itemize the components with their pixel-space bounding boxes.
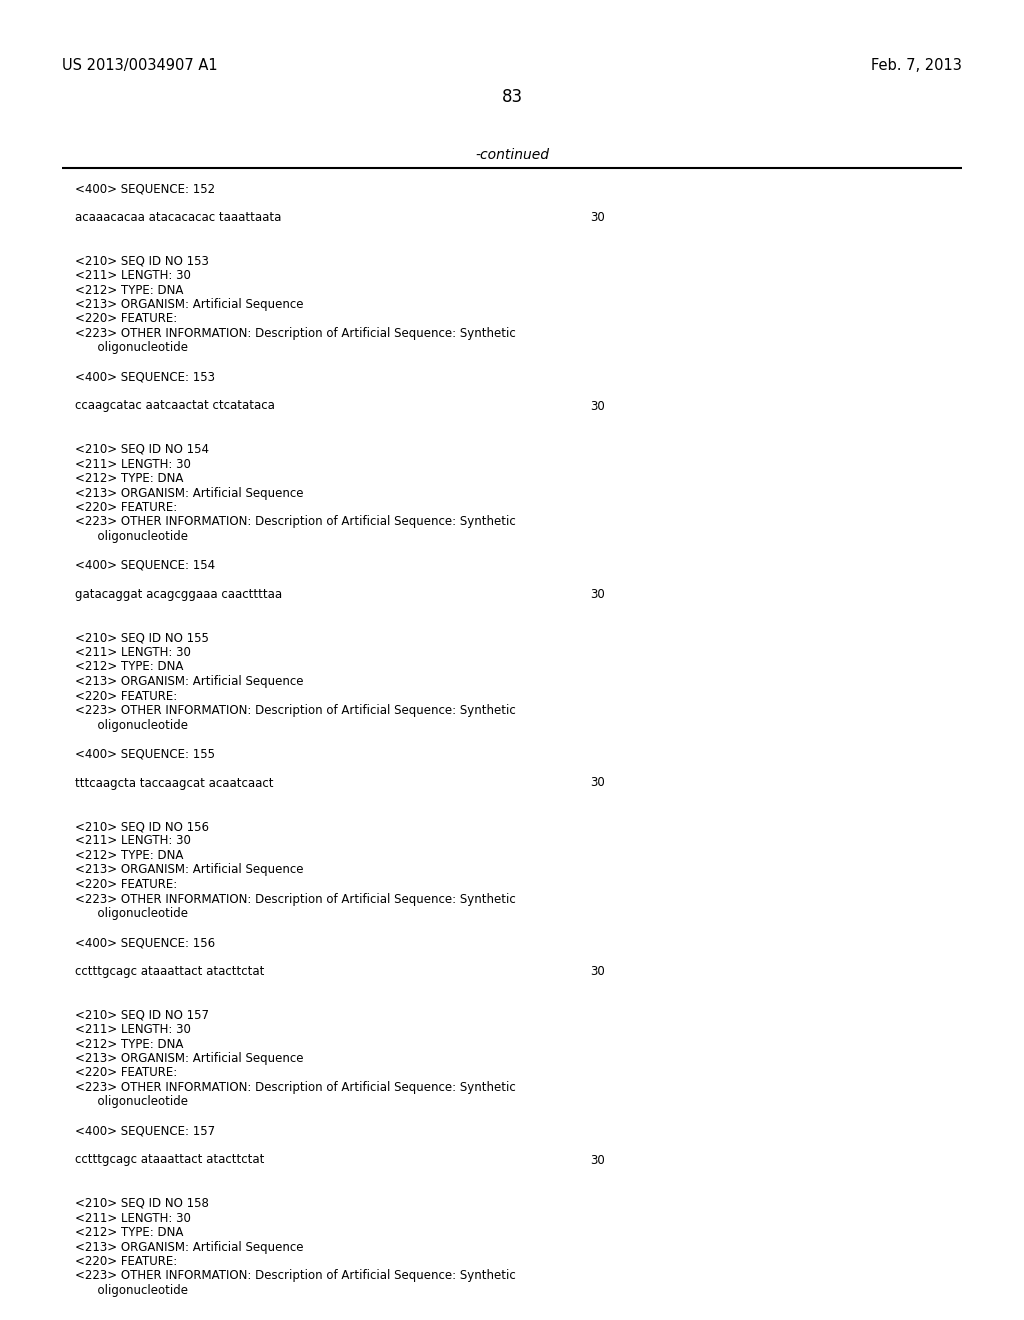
Text: <220> FEATURE:: <220> FEATURE: bbox=[75, 502, 177, 513]
Text: <211> LENGTH: 30: <211> LENGTH: 30 bbox=[75, 645, 190, 659]
Text: oligonucleotide: oligonucleotide bbox=[75, 342, 188, 355]
Text: <210> SEQ ID NO 155: <210> SEQ ID NO 155 bbox=[75, 631, 209, 644]
Text: oligonucleotide: oligonucleotide bbox=[75, 531, 188, 543]
Text: <400> SEQUENCE: 155: <400> SEQUENCE: 155 bbox=[75, 747, 215, 760]
Text: <210> SEQ ID NO 158: <210> SEQ ID NO 158 bbox=[75, 1197, 209, 1210]
Text: <213> ORGANISM: Artificial Sequence: <213> ORGANISM: Artificial Sequence bbox=[75, 863, 303, 876]
Text: <220> FEATURE:: <220> FEATURE: bbox=[75, 313, 177, 326]
Text: tttcaagcta taccaagcat acaatcaact: tttcaagcta taccaagcat acaatcaact bbox=[75, 776, 273, 789]
Text: <220> FEATURE:: <220> FEATURE: bbox=[75, 878, 177, 891]
Text: oligonucleotide: oligonucleotide bbox=[75, 718, 188, 731]
Text: cctttgcagc ataaattact atacttctat: cctttgcagc ataaattact atacttctat bbox=[75, 1154, 264, 1167]
Text: 30: 30 bbox=[590, 776, 605, 789]
Text: <213> ORGANISM: Artificial Sequence: <213> ORGANISM: Artificial Sequence bbox=[75, 675, 303, 688]
Text: <212> TYPE: DNA: <212> TYPE: DNA bbox=[75, 660, 183, 673]
Text: <400> SEQUENCE: 157: <400> SEQUENCE: 157 bbox=[75, 1125, 215, 1138]
Text: <223> OTHER INFORMATION: Description of Artificial Sequence: Synthetic: <223> OTHER INFORMATION: Description of … bbox=[75, 704, 516, 717]
Text: <220> FEATURE:: <220> FEATURE: bbox=[75, 689, 177, 702]
Text: oligonucleotide: oligonucleotide bbox=[75, 907, 188, 920]
Text: 83: 83 bbox=[502, 88, 522, 106]
Text: <400> SEQUENCE: 156: <400> SEQUENCE: 156 bbox=[75, 936, 215, 949]
Text: <212> TYPE: DNA: <212> TYPE: DNA bbox=[75, 284, 183, 297]
Text: <213> ORGANISM: Artificial Sequence: <213> ORGANISM: Artificial Sequence bbox=[75, 1241, 303, 1254]
Text: <212> TYPE: DNA: <212> TYPE: DNA bbox=[75, 1038, 183, 1051]
Text: -continued: -continued bbox=[475, 148, 549, 162]
Text: oligonucleotide: oligonucleotide bbox=[75, 1096, 188, 1109]
Text: 30: 30 bbox=[590, 400, 605, 412]
Text: <210> SEQ ID NO 156: <210> SEQ ID NO 156 bbox=[75, 820, 209, 833]
Text: <210> SEQ ID NO 153: <210> SEQ ID NO 153 bbox=[75, 255, 209, 268]
Text: <400> SEQUENCE: 153: <400> SEQUENCE: 153 bbox=[75, 371, 215, 384]
Text: <220> FEATURE:: <220> FEATURE: bbox=[75, 1067, 177, 1080]
Text: <212> TYPE: DNA: <212> TYPE: DNA bbox=[75, 473, 183, 484]
Text: 30: 30 bbox=[590, 965, 605, 978]
Text: oligonucleotide: oligonucleotide bbox=[75, 1284, 188, 1298]
Text: <210> SEQ ID NO 154: <210> SEQ ID NO 154 bbox=[75, 444, 209, 455]
Text: <223> OTHER INFORMATION: Description of Artificial Sequence: Synthetic: <223> OTHER INFORMATION: Description of … bbox=[75, 516, 516, 528]
Text: <211> LENGTH: 30: <211> LENGTH: 30 bbox=[75, 834, 190, 847]
Text: <223> OTHER INFORMATION: Description of Artificial Sequence: Synthetic: <223> OTHER INFORMATION: Description of … bbox=[75, 1081, 516, 1094]
Text: <223> OTHER INFORMATION: Description of Artificial Sequence: Synthetic: <223> OTHER INFORMATION: Description of … bbox=[75, 327, 516, 341]
Text: 30: 30 bbox=[590, 587, 605, 601]
Text: <211> LENGTH: 30: <211> LENGTH: 30 bbox=[75, 458, 190, 470]
Text: <213> ORGANISM: Artificial Sequence: <213> ORGANISM: Artificial Sequence bbox=[75, 487, 303, 499]
Text: <220> FEATURE:: <220> FEATURE: bbox=[75, 1255, 177, 1269]
Text: <400> SEQUENCE: 152: <400> SEQUENCE: 152 bbox=[75, 182, 215, 195]
Text: <223> OTHER INFORMATION: Description of Artificial Sequence: Synthetic: <223> OTHER INFORMATION: Description of … bbox=[75, 1270, 516, 1283]
Text: ccaagcatac aatcaactat ctcatataca: ccaagcatac aatcaactat ctcatataca bbox=[75, 400, 274, 412]
Text: 30: 30 bbox=[590, 211, 605, 224]
Text: <223> OTHER INFORMATION: Description of Artificial Sequence: Synthetic: <223> OTHER INFORMATION: Description of … bbox=[75, 892, 516, 906]
Text: <213> ORGANISM: Artificial Sequence: <213> ORGANISM: Artificial Sequence bbox=[75, 298, 303, 312]
Text: 30: 30 bbox=[590, 1154, 605, 1167]
Text: gatacaggat acagcggaaa caacttttaa: gatacaggat acagcggaaa caacttttaa bbox=[75, 587, 283, 601]
Text: <211> LENGTH: 30: <211> LENGTH: 30 bbox=[75, 269, 190, 282]
Text: <212> TYPE: DNA: <212> TYPE: DNA bbox=[75, 849, 183, 862]
Text: <212> TYPE: DNA: <212> TYPE: DNA bbox=[75, 1226, 183, 1239]
Text: <211> LENGTH: 30: <211> LENGTH: 30 bbox=[75, 1212, 190, 1225]
Text: US 2013/0034907 A1: US 2013/0034907 A1 bbox=[62, 58, 218, 73]
Text: acaaacacaa atacacacac taaattaata: acaaacacaa atacacacac taaattaata bbox=[75, 211, 282, 224]
Text: <210> SEQ ID NO 157: <210> SEQ ID NO 157 bbox=[75, 1008, 209, 1022]
Text: cctttgcagc ataaattact atacttctat: cctttgcagc ataaattact atacttctat bbox=[75, 965, 264, 978]
Text: <213> ORGANISM: Artificial Sequence: <213> ORGANISM: Artificial Sequence bbox=[75, 1052, 303, 1065]
Text: Feb. 7, 2013: Feb. 7, 2013 bbox=[871, 58, 962, 73]
Text: <400> SEQUENCE: 154: <400> SEQUENCE: 154 bbox=[75, 558, 215, 572]
Text: <211> LENGTH: 30: <211> LENGTH: 30 bbox=[75, 1023, 190, 1036]
